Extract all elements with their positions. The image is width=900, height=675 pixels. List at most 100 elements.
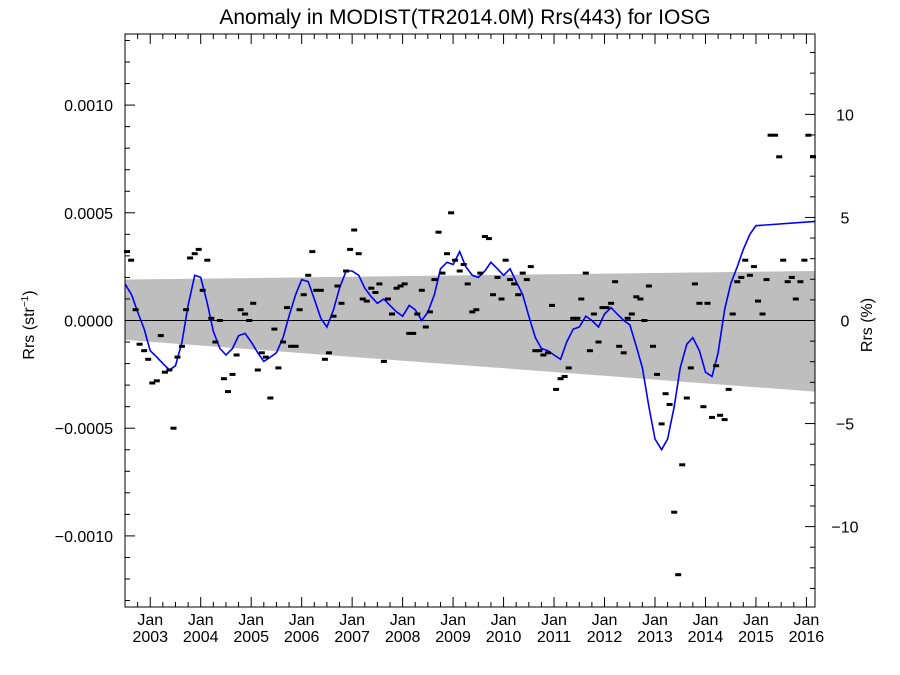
x-tick-month-label: Jan [339, 612, 365, 629]
data-point [700, 405, 707, 409]
data-point [292, 344, 299, 348]
data-point [229, 372, 236, 376]
data-point [464, 282, 471, 286]
data-point [242, 312, 249, 316]
data-point [174, 355, 181, 359]
data-point [666, 403, 673, 406]
data-point [422, 325, 429, 329]
data-point [313, 288, 320, 292]
y-right-tick-label: 5 [841, 210, 850, 227]
data-point [473, 308, 480, 312]
data-point [262, 355, 269, 359]
data-point [435, 230, 442, 234]
data-point [784, 280, 791, 284]
x-tick-year-label: 2008 [385, 629, 421, 646]
data-point [561, 375, 568, 378]
data-point [267, 396, 274, 400]
x-tick-year-label: 2010 [486, 629, 522, 646]
data-point [650, 344, 656, 348]
y-tick-label: 0.0010 [64, 98, 113, 115]
data-point [448, 211, 455, 215]
data-point [725, 387, 732, 391]
data-point [574, 316, 581, 320]
data-point [498, 297, 505, 301]
data-point [157, 334, 164, 338]
data-point [549, 303, 555, 307]
data-point [406, 331, 413, 335]
data-point [254, 368, 261, 372]
data-point [128, 258, 135, 262]
data-point [637, 297, 644, 301]
data-point [772, 133, 779, 137]
data-point [645, 284, 652, 288]
x-tick-year-label: 2014 [688, 629, 724, 646]
data-point [494, 275, 501, 279]
data-point [334, 284, 341, 288]
x-tick-year-label: 2015 [738, 629, 774, 646]
y-tick-label: −0.0005 [55, 421, 113, 438]
data-point [179, 344, 185, 348]
data-point [300, 293, 307, 297]
data-point [671, 510, 678, 514]
x-tick-month-label: Jan [743, 612, 769, 629]
data-point [624, 316, 631, 320]
x-tick-year-label: 2011 [537, 629, 572, 646]
x-tick-month-label: Jan [491, 612, 517, 629]
data-point [599, 306, 606, 310]
y-right-tick-label: −5 [836, 417, 854, 434]
y-axis-label-close: ) [21, 290, 38, 295]
data-point [805, 133, 812, 137]
data-point [540, 353, 547, 357]
y-tick-label: 0.0000 [64, 314, 113, 331]
data-point [527, 265, 534, 269]
data-point [170, 426, 177, 430]
data-point [586, 349, 593, 353]
data-point [713, 364, 720, 368]
data-point [401, 282, 408, 286]
data-point [507, 278, 514, 282]
x-tick-year-label: 2016 [789, 629, 825, 646]
data-point [519, 271, 526, 275]
data-point [590, 312, 597, 316]
data-point [675, 573, 682, 577]
data-point [216, 319, 223, 322]
data-point [750, 265, 757, 269]
data-point [662, 392, 669, 396]
data-point [380, 359, 387, 363]
x-tick-year-label: 2012 [587, 629, 623, 646]
data-point [204, 258, 211, 262]
data-point [557, 377, 564, 381]
data-point [616, 344, 623, 348]
data-point [460, 263, 467, 266]
data-point [309, 250, 316, 254]
data-point [288, 344, 295, 348]
data-point [679, 463, 686, 467]
data-point [136, 342, 143, 346]
data-point [195, 247, 202, 251]
data-point [250, 301, 257, 305]
data-point [704, 301, 711, 305]
data-point [810, 155, 816, 159]
data-point [683, 396, 690, 400]
data-point [359, 297, 366, 301]
confidence-band [125, 270, 815, 392]
data-point [187, 256, 194, 260]
data-point [305, 273, 312, 277]
x-tick-year-label: 2005 [233, 629, 269, 646]
x-tick-month-label: Jan [794, 612, 820, 629]
data-point [418, 288, 425, 292]
data-point [523, 278, 530, 282]
data-point [225, 390, 231, 394]
data-point [582, 271, 589, 275]
data-point [132, 308, 139, 312]
data-point [792, 297, 799, 301]
data-point [153, 379, 160, 383]
data-point [149, 381, 156, 385]
x-tick-month-label: Jan [188, 612, 214, 629]
data-point [729, 312, 736, 316]
data-point [363, 299, 370, 303]
x-tick-month-label: Jan [592, 612, 618, 629]
y-tick-label: 0.0005 [64, 206, 113, 223]
data-point [469, 310, 476, 314]
